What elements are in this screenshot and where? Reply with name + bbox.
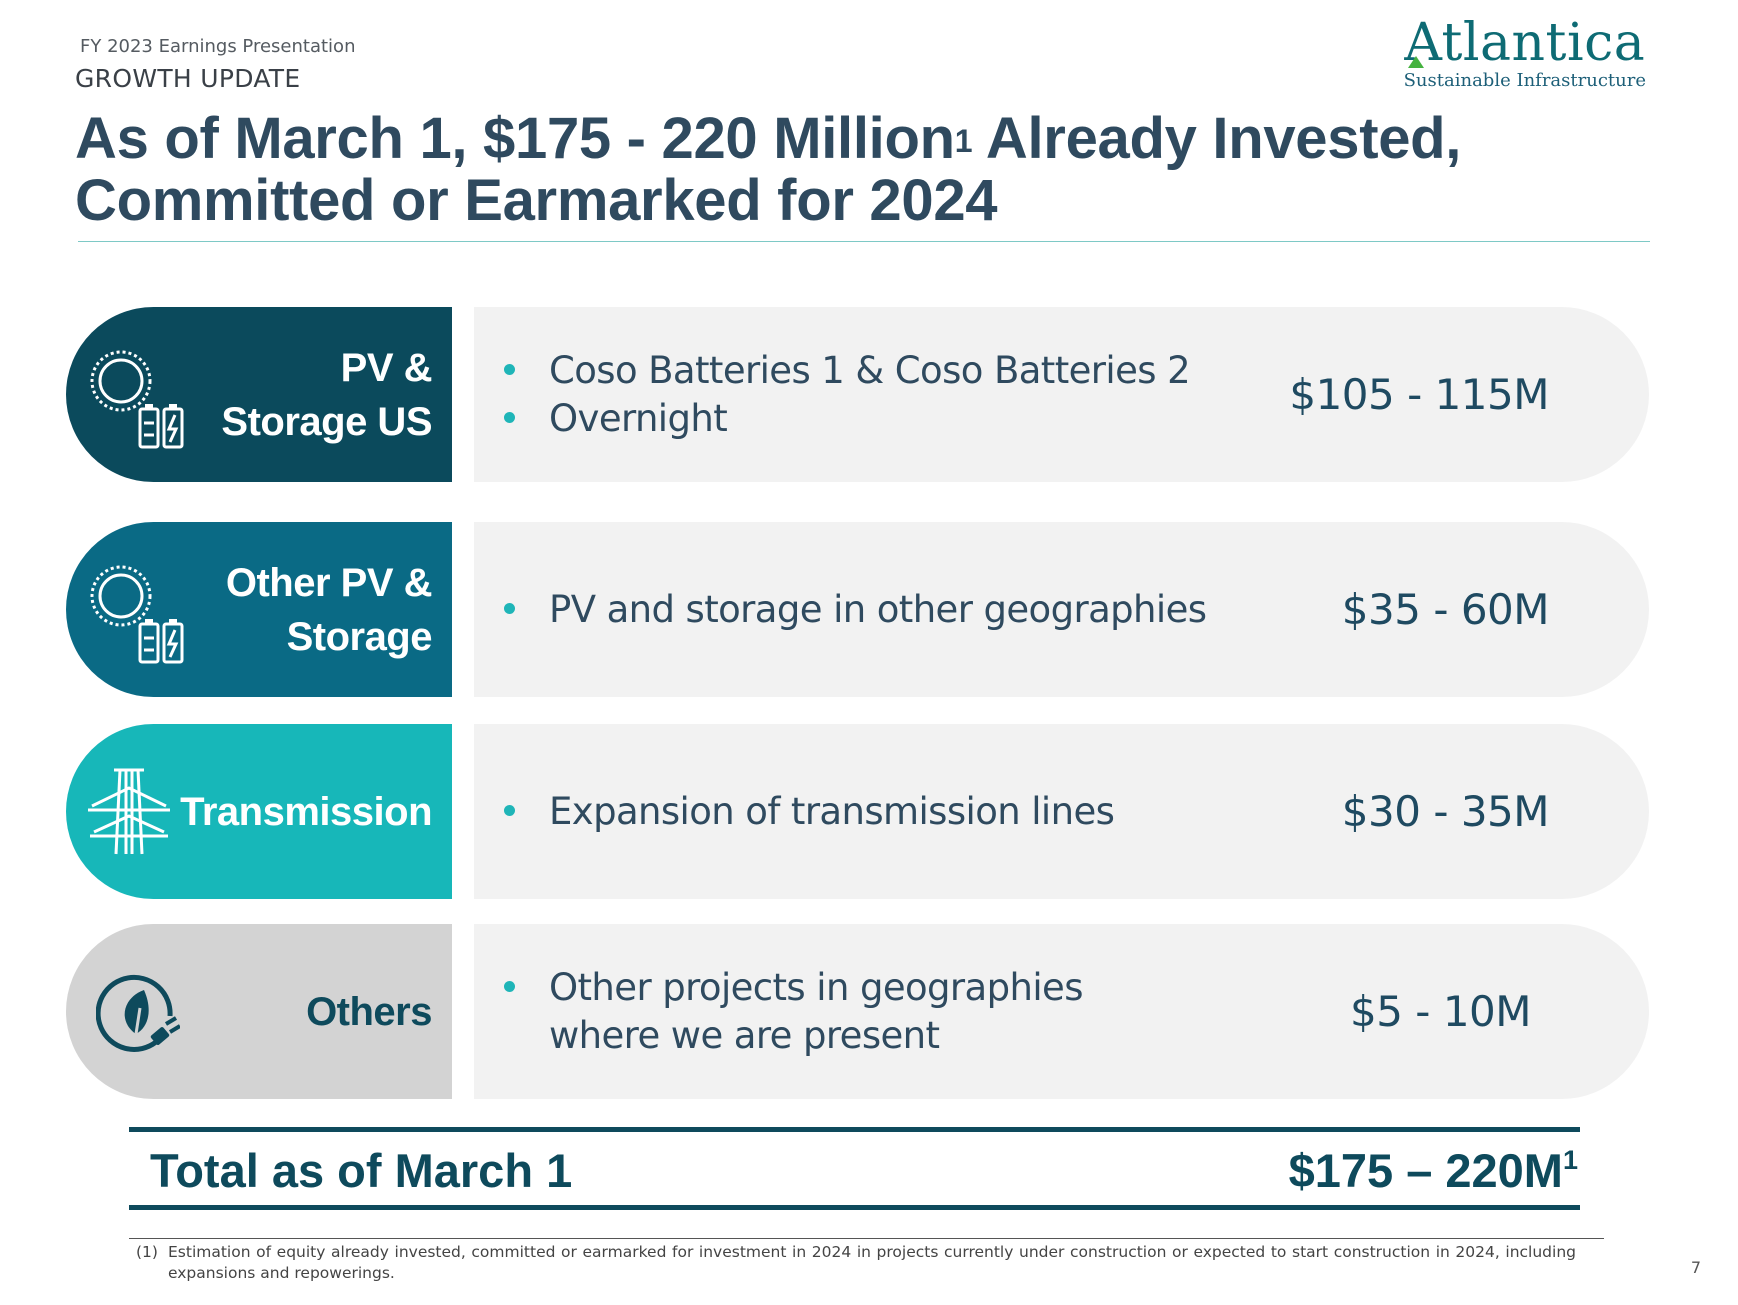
bullet-item: PV and storage in other geographies xyxy=(504,586,1207,634)
total-footnote-marker: 1 xyxy=(1562,1145,1578,1175)
logo-wordmark: Atlantica xyxy=(1404,13,1646,73)
bullet-text: PV and storage in other geographies xyxy=(549,587,1207,631)
page-number: 7 xyxy=(1690,1258,1701,1277)
footnote-divider xyxy=(129,1238,1604,1239)
total-amount: $175 – 220M xyxy=(1288,1144,1563,1197)
title-footnote-marker: 1 xyxy=(954,123,973,159)
bullet-text: Coso Batteries 1 & Coso Batteries 2 xyxy=(549,348,1191,392)
title-line1-pre: As of March 1, $175 - 220 Million xyxy=(75,106,955,171)
total-bottom-rule xyxy=(129,1205,1580,1210)
category-box: Others xyxy=(66,924,452,1099)
bullet-item: Expansion of transmission lines xyxy=(504,788,1115,836)
category-box: Other PV & Storage xyxy=(66,522,452,697)
logo-triangle-icon xyxy=(1407,56,1424,68)
leaf-plug-icon xyxy=(96,974,180,1052)
details-box: Coso Batteries 1 & Coso Batteries 2 Over… xyxy=(474,307,1649,482)
section-label: GROWTH UPDATE xyxy=(75,64,301,93)
details-box: Other projects in geographies where we a… xyxy=(474,924,1649,1099)
title-line2: Committed or Earmarked for 2024 xyxy=(75,168,998,233)
bullet-icon xyxy=(504,804,515,816)
bullet-text: Other projects in geographies where we a… xyxy=(549,965,1083,1057)
amount-value: $30 - 35M xyxy=(1341,787,1550,836)
footnote-number: (1) xyxy=(136,1243,158,1261)
bullet-item: Overnight xyxy=(504,395,1190,443)
total-value: $175 – 220M1 xyxy=(1289,1143,1578,1198)
bullet-icon xyxy=(504,980,515,992)
company-logo: Atlantica Sustainable Infrastructure xyxy=(1404,14,1646,91)
bullet-icon xyxy=(504,602,515,614)
amount-value: $35 - 60M xyxy=(1341,585,1550,634)
page-title: As of March 1, $175 - 220 Million1 Alrea… xyxy=(75,108,1575,232)
footnote: (1) Estimation of equity already investe… xyxy=(136,1242,1576,1284)
amount-value: $5 - 10M xyxy=(1350,987,1531,1036)
amount-value: $105 - 115M xyxy=(1289,370,1549,419)
bullet-list: PV and storage in other geographies xyxy=(504,522,1207,697)
footnote-text: Estimation of equity already invested, c… xyxy=(168,1243,1576,1282)
bullet-item: Other projects in geographies where we a… xyxy=(504,964,1184,1060)
bullet-icon xyxy=(504,363,515,375)
sun-battery-icon xyxy=(90,350,184,449)
total-label: Total as of March 1 xyxy=(150,1144,573,1197)
details-box: PV and storage in other geographies $35 … xyxy=(474,522,1649,697)
category-label: Others xyxy=(306,989,432,1034)
bullet-item: Coso Batteries 1 & Coso Batteries 2 xyxy=(504,347,1191,395)
category-box: PV & Storage US xyxy=(66,307,452,482)
logo-tagline: Sustainable Infrastructure xyxy=(1403,70,1646,91)
category-box: Transmission xyxy=(66,724,452,899)
bullet-list: Expansion of transmission lines xyxy=(504,724,1115,899)
category-label: Transmission xyxy=(180,789,432,834)
bullet-text: Expansion of transmission lines xyxy=(549,789,1115,833)
presentation-name: FY 2023 Earnings Presentation xyxy=(80,36,356,57)
title-divider xyxy=(78,241,1650,242)
bullet-text: Overnight xyxy=(549,396,728,440)
category-label: Other PV & Storage xyxy=(225,560,433,659)
title-line1-post: Already Invested, xyxy=(972,106,1462,171)
bullet-list: Other projects in geographies where we a… xyxy=(504,924,1184,1099)
bullet-list: Coso Batteries 1 & Coso Batteries 2 Over… xyxy=(504,307,1191,482)
transmission-tower-icon xyxy=(88,768,170,855)
sun-battery-icon xyxy=(90,565,184,664)
total-top-rule xyxy=(129,1127,1580,1132)
bullet-icon xyxy=(504,411,515,423)
details-box: Expansion of transmission lines $30 - 35… xyxy=(474,724,1649,899)
category-label: PV & Storage US xyxy=(221,345,432,444)
